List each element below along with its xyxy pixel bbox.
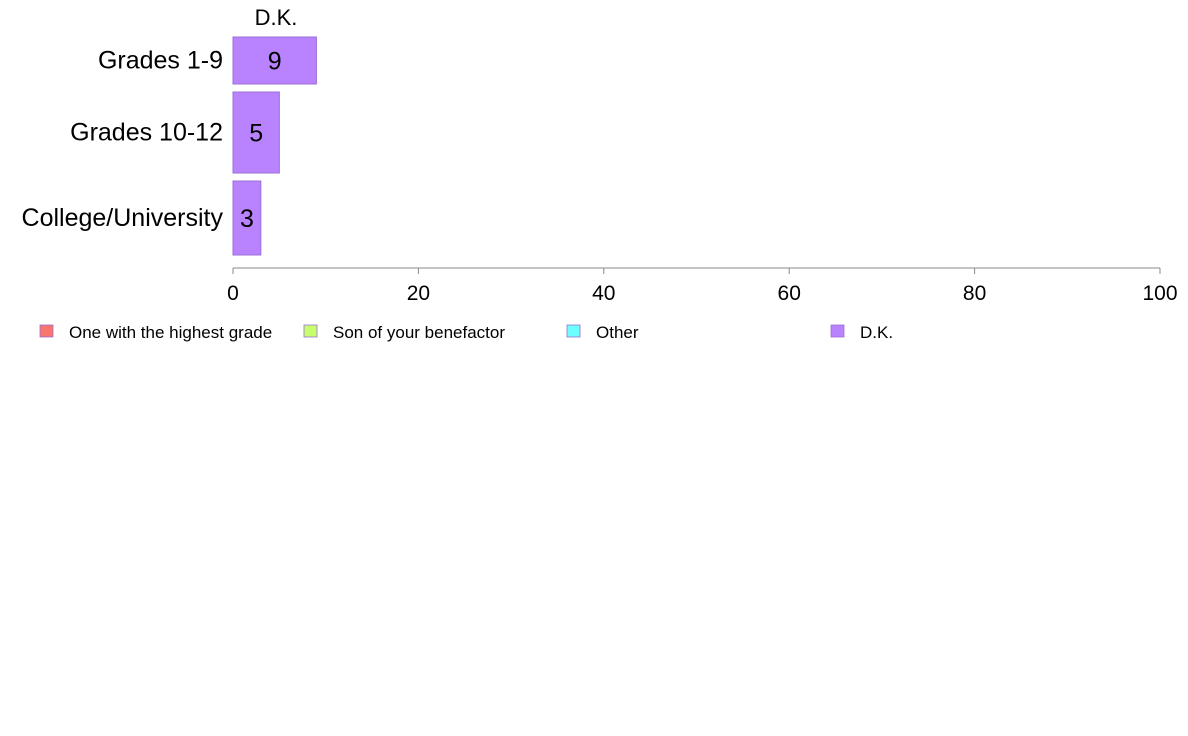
- legend-label-son-of-your-benefactor: Son of your benefactor: [333, 323, 505, 342]
- category-label: Grades 1-9: [98, 47, 223, 75]
- x-tick-label: 60: [778, 282, 801, 305]
- data-label: 3: [240, 205, 254, 233]
- x-tick-label: 20: [407, 282, 430, 305]
- bar-d-k: [232, 180, 262, 256]
- legend-swatch-son-of-your-benefactor: [303, 324, 318, 338]
- category-label: Grades 10-12: [70, 119, 223, 147]
- x-tick-label: 0: [227, 282, 239, 305]
- legend-label-one-with-the-highest-grade: One with the highest grade: [69, 323, 272, 342]
- x-axis: 0 20 40 60 80 100: [227, 267, 1178, 305]
- data-label: 5: [249, 120, 263, 148]
- x-tick-label: 40: [592, 282, 615, 305]
- category-label: College/University: [22, 204, 224, 232]
- legend-label-other: Other: [596, 323, 639, 342]
- legend-label-d-k: D.K.: [860, 323, 893, 342]
- x-tick-label: 100: [1142, 282, 1177, 305]
- bar-d-k: [232, 36, 317, 85]
- legend-swatch-one-with-the-highest-grade: [39, 324, 54, 338]
- plot-area: D.K. Grades 1-9 9 Grades 10-12 5 College/Univ…: [22, 5, 317, 256]
- legend-swatch-d-k: [830, 324, 845, 338]
- column-header: D.K.: [255, 5, 298, 30]
- data-label: 9: [268, 48, 282, 76]
- legend-swatch-other: [566, 324, 581, 338]
- x-tick-label: 80: [963, 282, 986, 305]
- legend: One with the highest grade Son of your be…: [39, 323, 893, 342]
- bar-d-k: [232, 91, 280, 174]
